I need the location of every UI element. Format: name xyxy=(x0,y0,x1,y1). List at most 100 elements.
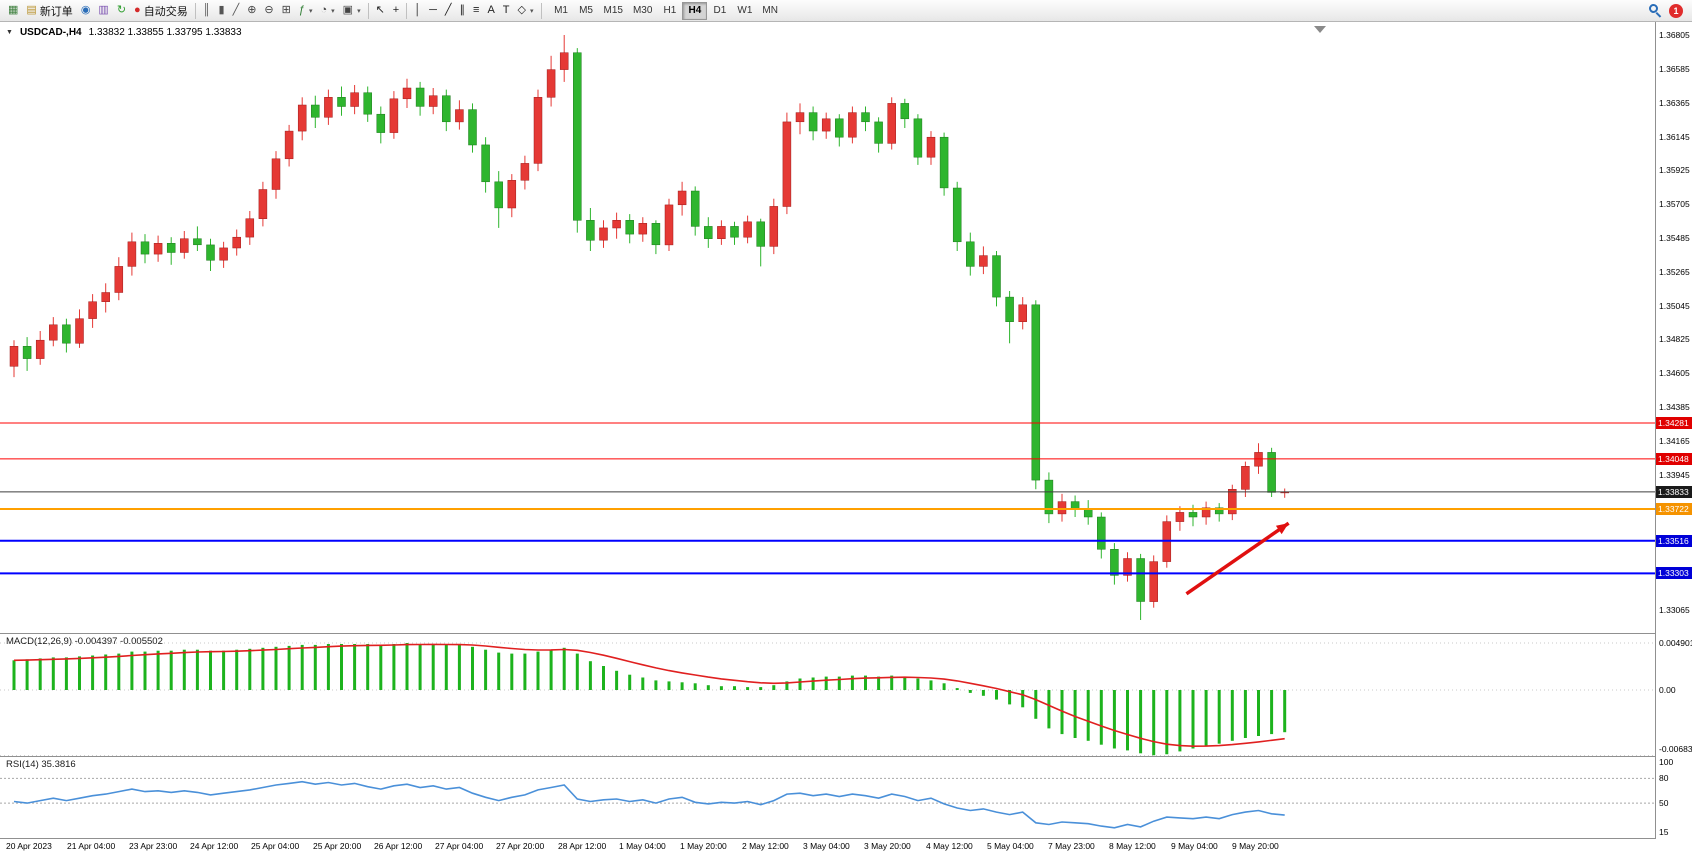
macd-pane-canvas[interactable] xyxy=(0,633,1655,756)
price-axis[interactable]: 1.36805 1.36585 1.36365 1.36145 1.35925 1.357… xyxy=(1655,22,1692,839)
price-axis-label: 1.35265 xyxy=(1659,266,1690,277)
indicators-button[interactable]: ƒ ▾ xyxy=(295,1,317,20)
templates-button[interactable]: ▣ ▾ xyxy=(339,1,365,20)
main-chart-canvas[interactable] xyxy=(0,22,1655,633)
market-watch-button[interactable]: ▥ xyxy=(94,1,112,20)
timeframe-m15[interactable]: M15 xyxy=(599,2,628,20)
candle-body xyxy=(992,255,1001,298)
chart-shift-marker-icon[interactable] xyxy=(1314,26,1326,33)
fibonacci-button[interactable]: ≡ xyxy=(469,1,483,20)
label-button[interactable]: T xyxy=(499,1,514,20)
rsi-line xyxy=(13,780,1285,829)
time-axis-label: 1 May 20:00 xyxy=(680,841,727,851)
candle-body xyxy=(625,220,634,235)
candle-body xyxy=(206,244,215,261)
new-order-button-label: 新订单 xyxy=(39,5,73,18)
candle-body xyxy=(245,218,255,238)
text-button[interactable]: A xyxy=(483,1,498,20)
candles-mode-button[interactable]: ▮ xyxy=(215,1,229,20)
bars-mode-icon: ║ xyxy=(202,4,211,16)
candle-body xyxy=(1097,516,1106,550)
arrow-annotation[interactable] xyxy=(1185,521,1290,596)
channel-button[interactable]: ∥ xyxy=(456,1,470,20)
navigator-button[interactable]: ◉ xyxy=(77,1,95,20)
timeframe-w1[interactable]: W1 xyxy=(732,2,757,20)
zoom-out-button[interactable]: ⊖ xyxy=(260,1,277,20)
new-order-button[interactable]: ▤ 新订单 xyxy=(22,1,76,20)
timeframe-m1[interactable]: M1 xyxy=(549,2,574,20)
candles-mode-icon: ▮ xyxy=(218,4,225,16)
text-icon: A xyxy=(487,4,495,16)
candle-body xyxy=(887,103,896,144)
candle-body xyxy=(442,95,451,123)
shapes-button[interactable]: ◇ ▾ xyxy=(514,1,538,20)
candle-body xyxy=(1188,512,1198,518)
trendline-icon: ╱ xyxy=(444,4,452,16)
time-axis-label: 3 May 04:00 xyxy=(803,841,850,851)
toolbar-separator xyxy=(540,2,542,19)
refresh-button[interactable]: ↻ xyxy=(113,1,130,20)
cursor-button[interactable]: ↖ xyxy=(372,1,389,20)
line-mode-button[interactable]: ╱ xyxy=(229,1,244,20)
time-axis-label: 28 Apr 12:00 xyxy=(558,841,607,851)
equidistant-channel-icon: ∥ xyxy=(459,4,466,16)
price-tag: 1.33516 xyxy=(1656,534,1692,547)
candle-body xyxy=(88,301,97,319)
chart-expand-icon[interactable]: ▼ xyxy=(6,29,13,36)
price-axis-label: 1.35925 xyxy=(1659,165,1690,176)
pane-separator[interactable] xyxy=(0,756,1692,757)
candle-body xyxy=(153,243,163,255)
dropdown-caret-icon: ▾ xyxy=(357,7,361,15)
candle-body xyxy=(848,112,857,138)
candle-body xyxy=(402,87,412,100)
candle-body xyxy=(22,346,32,359)
candle-body xyxy=(1175,512,1185,522)
candle-body xyxy=(1031,304,1041,481)
vertical-line-button[interactable]: │ xyxy=(410,1,425,20)
candle-body xyxy=(166,243,176,253)
candle-body xyxy=(114,266,124,293)
clock-icon: ◔ xyxy=(320,4,328,16)
crosshair-button[interactable]: + xyxy=(389,1,403,20)
timeframe-h1[interactable]: H1 xyxy=(657,2,682,20)
zoom-in-icon: ⊕ xyxy=(247,4,257,16)
time-axis-label: 7 May 23:00 xyxy=(1048,841,1095,851)
candle-body xyxy=(704,226,713,239)
autotrading-button[interactable]: ● 自动交易 xyxy=(130,1,192,20)
bars-mode-button[interactable]: ║ xyxy=(199,1,215,20)
text-label-icon: T xyxy=(502,4,510,16)
tile-windows-button[interactable]: ⊞ xyxy=(278,1,295,20)
refresh-icon: ↻ xyxy=(116,4,127,16)
pane-separator[interactable] xyxy=(0,633,1692,634)
candle-body xyxy=(808,112,818,132)
candle-body xyxy=(101,292,110,302)
line-mode-icon: ╱ xyxy=(232,4,240,16)
time-axis-label: 25 Apr 04:00 xyxy=(251,841,300,851)
price-axis-label: 1.33945 xyxy=(1659,469,1690,480)
candle-body xyxy=(874,121,883,144)
timeframe-m5[interactable]: M5 xyxy=(574,2,599,20)
search-icon[interactable] xyxy=(1649,4,1662,18)
candle-body xyxy=(1214,507,1224,515)
autotrading-button-label: 自动交易 xyxy=(143,5,188,18)
horizontal-line-button[interactable]: ─ xyxy=(425,1,441,20)
time-axis[interactable]: 20 Apr 2023 21 Apr 04:00 23 Apr 23:00 24 Ap… xyxy=(0,839,1655,854)
zoom-in-button[interactable]: ⊕ xyxy=(243,1,260,20)
candle-body xyxy=(271,158,281,190)
timeframe-m30[interactable]: M30 xyxy=(628,2,657,20)
time-axis-label: 23 Apr 23:00 xyxy=(129,841,178,851)
timeframe-mn[interactable]: MN xyxy=(757,2,783,20)
rsi-pane-canvas[interactable] xyxy=(0,756,1655,838)
notification-badge[interactable]: 1 xyxy=(1669,3,1683,18)
candle-body xyxy=(966,241,975,267)
periods-button[interactable]: ◔ ▾ xyxy=(316,1,338,20)
trendline-button[interactable]: ╱ xyxy=(441,1,456,20)
tile-windows-icon: ⊞ xyxy=(281,4,291,16)
candle-body xyxy=(599,227,608,241)
new-chart-button[interactable]: ▦ xyxy=(4,1,22,20)
candle-body xyxy=(821,118,831,132)
template-icon: ▣ xyxy=(342,4,354,16)
timeframe-h4[interactable]: H4 xyxy=(682,1,708,20)
fibonacci-icon: ≡ xyxy=(473,4,480,16)
timeframe-d1[interactable]: D1 xyxy=(707,2,732,20)
